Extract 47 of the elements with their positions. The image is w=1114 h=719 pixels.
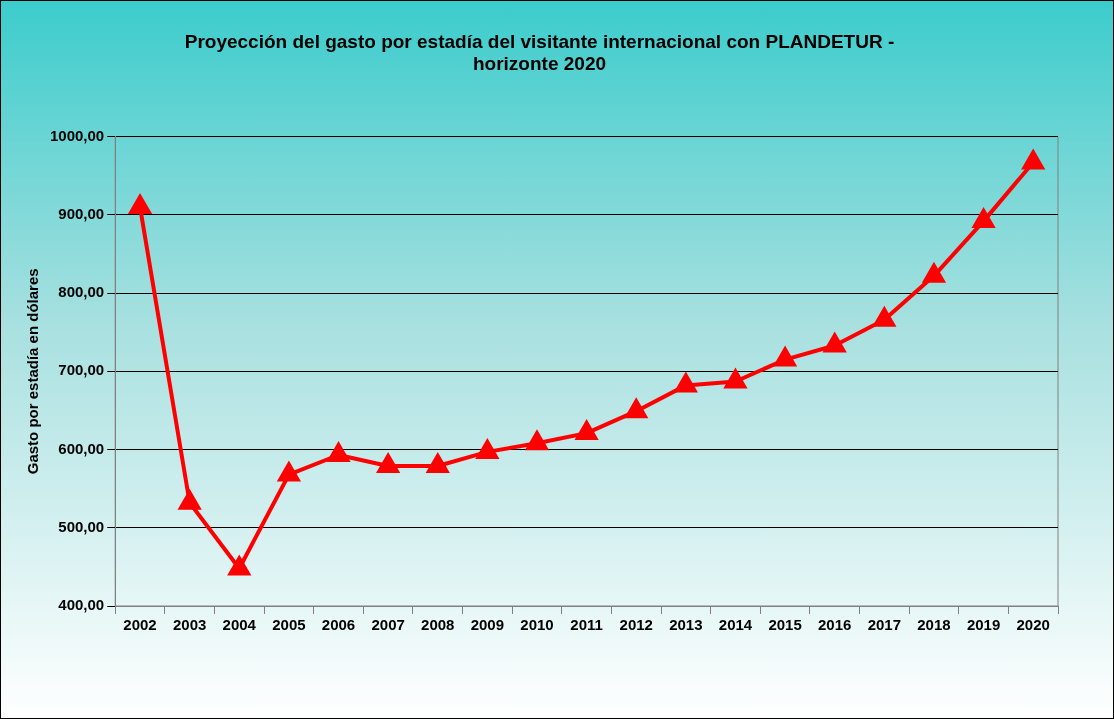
- point: [773, 345, 798, 367]
- x-tick-label: 2020: [1016, 616, 1050, 634]
- point: [177, 488, 202, 510]
- point: [922, 261, 946, 283]
- point: [228, 556, 250, 576]
- point: [824, 333, 846, 353]
- chart-title: Proyección del gasto por estadía del visitante internacional con PLANDETUR - horizonte 2020: [184, 30, 895, 75]
- x-tick-label: 2014: [718, 616, 753, 634]
- point: [675, 373, 697, 393]
- x-tick-label: 2015: [768, 616, 802, 634]
- x-tick-label: 2019: [966, 616, 1001, 634]
- y-axis-title: Gasto por estadía en dólares: [24, 268, 42, 475]
- y-tick-label: 900,00: [58, 204, 105, 222]
- x-tick-label: 2009: [470, 616, 505, 634]
- y-tick-label: 1000,00: [49, 126, 105, 144]
- x-tick-label: 2011: [570, 616, 603, 634]
- x-tick-label: 2010: [520, 616, 554, 634]
- x-tick-label: 2017: [867, 616, 902, 634]
- point: [972, 209, 995, 229]
- x-tick-label: 2016: [818, 616, 852, 634]
- point: [377, 453, 399, 473]
- x-tick-label: 2007: [371, 616, 405, 634]
- point: [327, 443, 350, 463]
- y-tick-label: 400,00: [58, 596, 105, 614]
- point: [575, 421, 598, 441]
- x-tick-label: 2002: [123, 616, 157, 634]
- point: [1022, 150, 1044, 170]
- point: [129, 195, 151, 215]
- point: [427, 453, 449, 473]
- x-tick-label: 2012: [619, 616, 653, 634]
- point: [724, 369, 747, 389]
- point: [873, 305, 897, 327]
- x-tick-label: 2003: [172, 616, 207, 634]
- y-tick-label: 600,00: [58, 439, 105, 457]
- x-tick-label: 2004: [222, 616, 257, 634]
- y-tick-label: 800,00: [58, 283, 105, 301]
- x-tick-label: 2008: [421, 616, 455, 634]
- x-tick-label: 2013: [669, 616, 703, 634]
- x-tick-label: 2018: [917, 616, 951, 634]
- point: [625, 399, 647, 419]
- point: [276, 460, 301, 482]
- x-tick-label: 2005: [272, 616, 306, 634]
- point: [526, 431, 548, 451]
- point: [476, 439, 499, 459]
- x-tick-label: 2006: [321, 616, 356, 634]
- y-tick-label: 700,00: [58, 361, 105, 379]
- y-tick-label: 500,00: [58, 517, 105, 535]
